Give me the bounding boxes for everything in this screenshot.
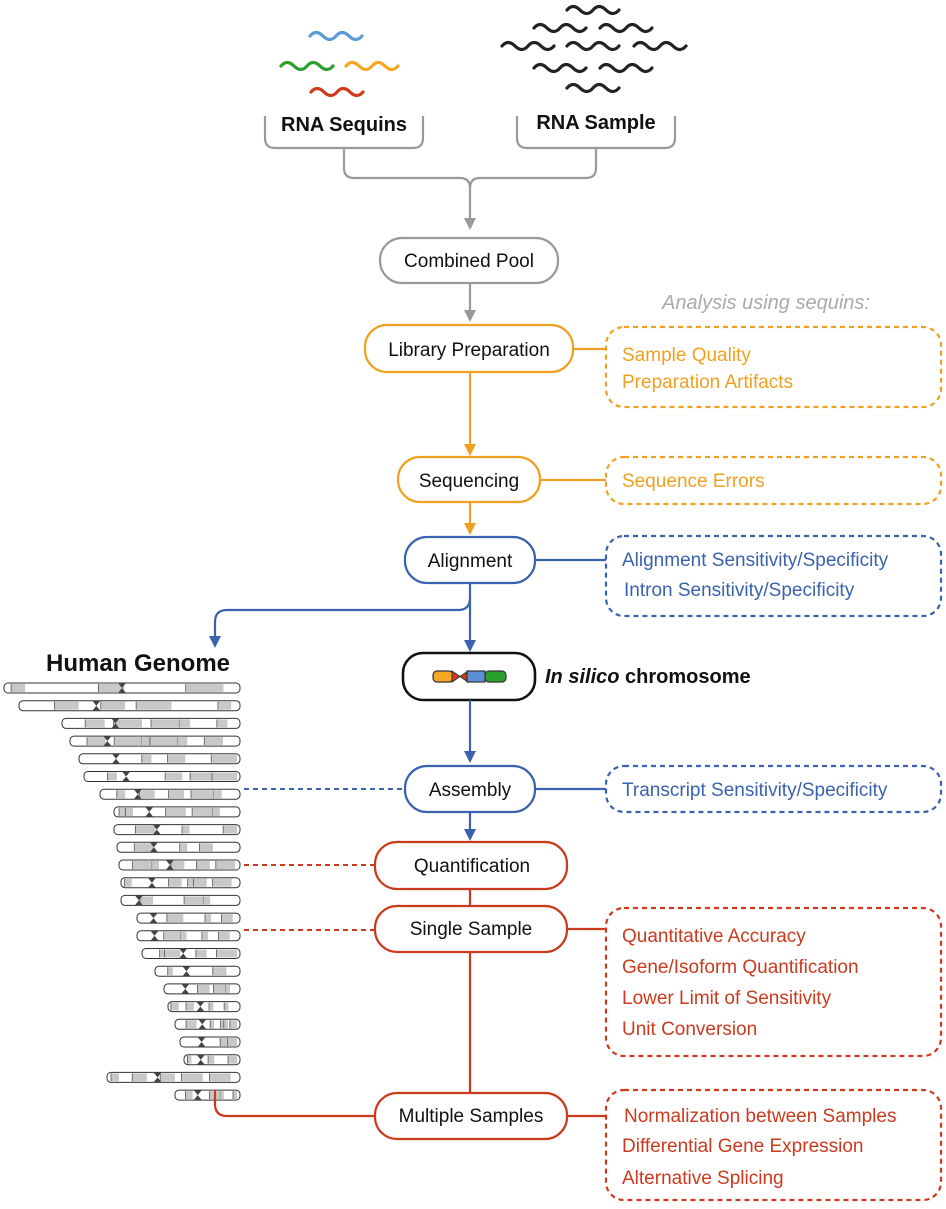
arrowhead <box>464 829 476 841</box>
analysis-item: Alignment Sensitivity/Specificity <box>622 550 889 571</box>
analysis-item: Quantitative Accuracy <box>622 926 806 947</box>
chromosome <box>18 700 241 712</box>
sequencing-label: Sequencing <box>419 471 519 492</box>
in-silico-italic: In silico <box>545 666 619 688</box>
arrowhead <box>464 640 476 652</box>
sequin-green-strand <box>279 60 335 72</box>
chromosome-word: chromosome <box>619 666 750 688</box>
analysis-item: Unit Conversion <box>622 1019 757 1040</box>
sample-strand <box>565 82 621 94</box>
in-silico-chromosome-label: In silico chromosome <box>545 666 751 688</box>
sample-strand <box>565 40 621 52</box>
human-genome-chromosomes <box>3 682 241 1101</box>
chromosome <box>120 877 241 889</box>
chromosome <box>163 983 241 995</box>
rna-sequins-icon <box>279 30 400 98</box>
arrowhead <box>464 310 476 322</box>
sequencing-analysis-box <box>604 455 943 506</box>
arrowhead <box>464 218 476 230</box>
rna-sample-icon <box>500 4 688 94</box>
arrowhead <box>464 751 476 763</box>
analysis-item: Differential Gene Expression <box>622 1136 864 1157</box>
assembly-label: Assembly <box>429 780 512 801</box>
chromosome <box>99 788 241 800</box>
assembly-analysis-box <box>604 764 943 814</box>
chromosome <box>141 948 241 959</box>
arrowhead <box>209 636 221 648</box>
sample-strand <box>532 22 588 34</box>
chromosome <box>179 1036 241 1048</box>
quantification-label: Quantification <box>414 856 530 877</box>
analysis-item: Lower Limit of Sensitivity <box>622 988 832 1009</box>
multiple-samples-analysis-box <box>604 1088 943 1202</box>
in-silico-chromosome-icon <box>432 670 507 683</box>
analysis-item: Intron Sensitivity/Specificity <box>624 580 855 601</box>
analysis-item: Normalization between Samples <box>624 1106 896 1127</box>
library-analysis-box <box>604 325 943 409</box>
chromosome <box>3 682 241 694</box>
chromosome <box>167 1001 241 1013</box>
single-sample-analysis-box <box>604 906 943 1058</box>
human-genome-title: Human Genome <box>46 650 230 677</box>
arrowhead <box>464 523 476 535</box>
chromosome <box>174 1018 241 1030</box>
analysis-header: Analysis using sequins: <box>661 292 870 314</box>
chromosome <box>136 930 241 942</box>
chromosome <box>113 806 241 818</box>
sample-strand <box>598 22 654 34</box>
library-preparation-label: Library Preparation <box>388 340 550 361</box>
sample-strand <box>500 40 556 52</box>
chromosome <box>61 717 241 729</box>
merge-connector <box>263 116 677 218</box>
analysis-item: Transcript Sensitivity/Specificity <box>622 780 888 801</box>
analysis-item: Sequence Errors <box>622 471 765 492</box>
chromosome <box>113 824 241 836</box>
sequin-orange-strand <box>344 60 400 72</box>
chromosome <box>69 735 241 747</box>
multiple-samples-label: Multiple Samples <box>399 1106 544 1127</box>
single-sample-label: Single Sample <box>410 919 533 940</box>
analysis-item: Preparation Artifacts <box>622 372 793 393</box>
chromosome <box>154 965 241 977</box>
sample-strand <box>532 62 588 74</box>
analysis-item: Alternative Splicing <box>622 1168 784 1189</box>
chromosome <box>120 894 241 906</box>
sample-strand <box>565 4 621 16</box>
analysis-item: Gene/Isoform Quantification <box>622 957 859 978</box>
chromosome <box>78 753 241 765</box>
combined-pool-label: Combined Pool <box>404 251 534 272</box>
sequin-red-strand <box>309 86 365 98</box>
chromosome <box>183 1054 241 1066</box>
sequin-blue-strand <box>308 30 364 42</box>
connector <box>213 583 472 636</box>
alignment-label: Alignment <box>428 551 513 572</box>
sample-strand <box>598 62 654 74</box>
analysis-item: Sample Quality <box>622 345 751 366</box>
chromosome <box>106 1071 241 1083</box>
chromosome <box>116 841 241 853</box>
chromosome <box>174 1089 241 1101</box>
connector <box>213 1090 375 1118</box>
arrowhead <box>464 444 476 456</box>
alignment-analysis-box <box>604 534 943 618</box>
sample-strand <box>632 40 688 52</box>
rna-sample-label: RNA Sample <box>536 112 655 134</box>
chromosome <box>136 912 241 924</box>
chromosome <box>118 859 241 871</box>
chromosome <box>83 771 241 782</box>
rna-sequins-label: RNA Sequins <box>281 114 407 136</box>
